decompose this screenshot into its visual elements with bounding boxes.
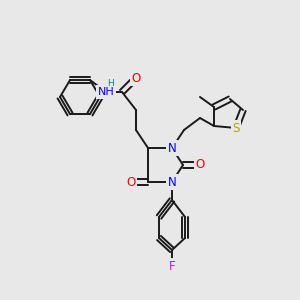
Text: H: H bbox=[106, 80, 113, 88]
Text: S: S bbox=[232, 122, 240, 134]
Text: O: O bbox=[195, 158, 205, 172]
Text: N: N bbox=[168, 142, 176, 154]
Text: NH: NH bbox=[98, 87, 114, 97]
Text: O: O bbox=[126, 176, 136, 188]
Text: F: F bbox=[169, 260, 175, 272]
Text: N: N bbox=[168, 176, 176, 188]
Text: O: O bbox=[131, 71, 141, 85]
